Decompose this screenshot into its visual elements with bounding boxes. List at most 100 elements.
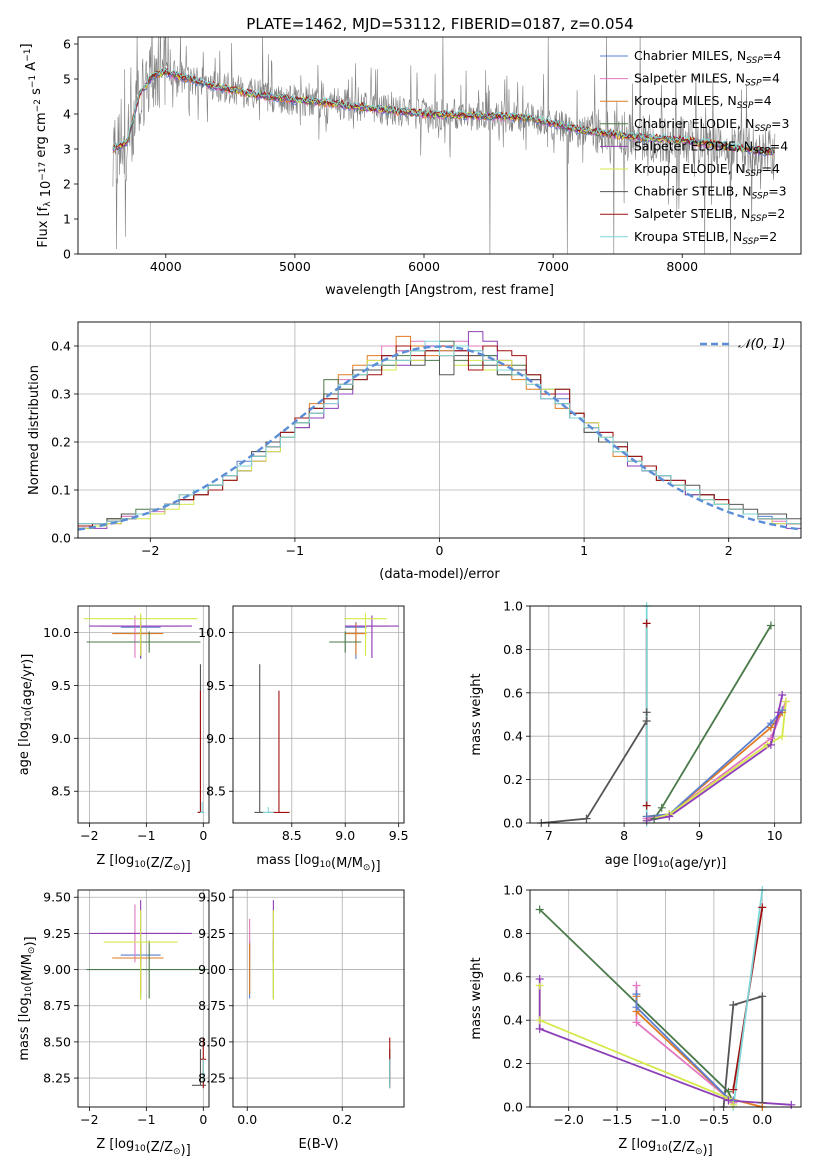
weight-point	[535, 1024, 544, 1033]
label-sub: 10	[320, 860, 332, 870]
y-axis-label: mass [log10(M/M⊙)]	[17, 936, 38, 1060]
y-tick-label: 9.50	[198, 890, 226, 905]
label-part: A	[24, 62, 39, 75]
plot-area	[249, 900, 391, 1089]
weight-point	[642, 717, 651, 726]
legend-text: =3	[768, 184, 786, 199]
weight-series-line	[722, 995, 764, 1107]
weight-series-line	[635, 985, 734, 1104]
y-tick-label: 8.50	[198, 1034, 226, 1049]
label-part: −17	[38, 162, 48, 181]
weight-point	[758, 903, 767, 912]
legend-text: Salpeter STELIB, N	[634, 206, 750, 221]
label-part: 10	[39, 181, 54, 202]
x-tick-label: 6000	[408, 259, 440, 274]
weight-point	[632, 1018, 641, 1027]
legend-sub: SSP	[745, 169, 762, 179]
x-tick-label: 9	[695, 828, 703, 843]
plot-area	[254, 613, 399, 813]
y-tick-label: 0.8	[503, 642, 523, 657]
x-tick-label: 7000	[537, 259, 569, 274]
weight-point	[729, 1100, 738, 1109]
x-tick-label: −1.5	[602, 1112, 632, 1127]
legend-label: Kroupa STELIB, NSSP=2	[634, 229, 777, 247]
weight-point	[535, 974, 544, 983]
weight-point	[766, 621, 775, 630]
plot-area	[86, 900, 209, 1089]
label-part: s	[29, 88, 44, 99]
y-tick-label: 9.0	[206, 731, 226, 746]
y-tick-label: 0.3	[51, 387, 71, 402]
weight-point	[729, 1085, 738, 1094]
label-part: log	[114, 1137, 134, 1152]
y-tick-label: 1.0	[503, 599, 523, 614]
legend-text: Salpeter ELODIE, N	[634, 138, 753, 153]
legend-text: Kroupa ELODIE, N	[634, 161, 745, 176]
panel-z-weight: −2.0 −1.5 −1.0 −0.5 0.0 0.0 0.2 0.4 0.6 0.8 1.0 Z […	[469, 883, 802, 1158]
y-tick-label: 0.0	[503, 1100, 523, 1115]
legend-sub: SSP	[737, 101, 754, 111]
weight-point	[729, 1001, 738, 1010]
weight-point	[535, 1016, 544, 1025]
legend-label: Chabrier ELODIE, NSSP=3	[634, 116, 789, 134]
label-sub: 10	[24, 986, 34, 998]
x-tick-label: 9.5	[389, 828, 409, 843]
legend-text: =4	[762, 71, 780, 86]
panel-ebv-mass: 0.0 0.2 8.25 8.50 8.75 9.00 9.25 9.50 E(B-V)	[198, 889, 405, 1152]
label-part: ⊙	[27, 947, 37, 955]
x-axis-label: Z [log10(Z/Z⊙)]	[96, 853, 190, 874]
y-tick-label: 9.00	[43, 962, 71, 977]
axes-frame	[232, 605, 405, 824]
label-part: −2	[33, 99, 43, 112]
x-tick-label: 0.0	[752, 1112, 772, 1127]
label-part: ⊙	[695, 1147, 703, 1157]
axes-frame	[77, 889, 210, 1108]
panel-z-mass: −2 −1 08.258.508.759.009.259.50Z [log10(Z/…	[17, 889, 210, 1158]
weight-point	[657, 803, 666, 812]
figure-title: PLATE=1462, MJD=53112, FIBERID=0187, z=0…	[246, 15, 633, 33]
y-tick-label: 1	[63, 212, 71, 227]
weight-point	[665, 812, 674, 821]
label-part: )]	[181, 1143, 191, 1158]
x-tick-label: 4000	[150, 259, 182, 274]
y-tick-label: 8.5	[51, 784, 71, 799]
x-tick-label: 9.0	[335, 828, 355, 843]
x-tick-label: −1	[286, 543, 304, 558]
y-tick-label: 9.25	[198, 926, 226, 941]
label-part: ⊙	[173, 863, 181, 873]
label-part: Normed distribution	[27, 365, 42, 495]
legend-text: Chabrier MILES, N	[634, 48, 746, 63]
weight-point	[642, 816, 651, 825]
plot-area	[83, 613, 205, 813]
legend-label: Chabrier MILES, NSSP=4	[634, 48, 781, 66]
x-tick-label: −1	[137, 828, 155, 843]
x-tick-label: 1	[580, 543, 588, 558]
y-axis-label: mass weight	[469, 673, 484, 755]
weight-point	[781, 697, 790, 706]
y-tick-label: 8.25	[198, 1071, 226, 1086]
label-part: mass [	[256, 853, 299, 868]
label-part: )]	[181, 859, 191, 874]
x-axis-label: E(B-V)	[298, 1137, 338, 1152]
weight-point	[650, 814, 659, 823]
label-part: )]	[23, 936, 38, 946]
y-tick-label: 0.6	[503, 969, 523, 984]
y-tick-label: 8.50	[43, 1034, 71, 1049]
label-part: (age/yr)]	[20, 654, 35, 711]
x-axis-label: mass [log10(M/M⊙)]	[256, 853, 380, 874]
weight-point	[582, 814, 591, 823]
y-tick-label: 1.0	[503, 883, 523, 898]
y-tick-label: 0.4	[503, 729, 523, 744]
x-tick-label: 0	[199, 828, 207, 843]
plot-area	[112, 37, 776, 254]
weight-point	[632, 990, 641, 999]
weight-series-line	[653, 625, 772, 820]
legend-text: =4	[762, 161, 780, 176]
x-tick-label: −2.0	[554, 1112, 584, 1127]
label-part: age [	[17, 742, 32, 775]
x-tick-label: 8.5	[282, 828, 302, 843]
weight-series-line	[646, 694, 784, 822]
label-sub: 10	[24, 710, 34, 722]
label-part: )]	[370, 859, 380, 874]
label-part: mass weight	[469, 673, 484, 755]
